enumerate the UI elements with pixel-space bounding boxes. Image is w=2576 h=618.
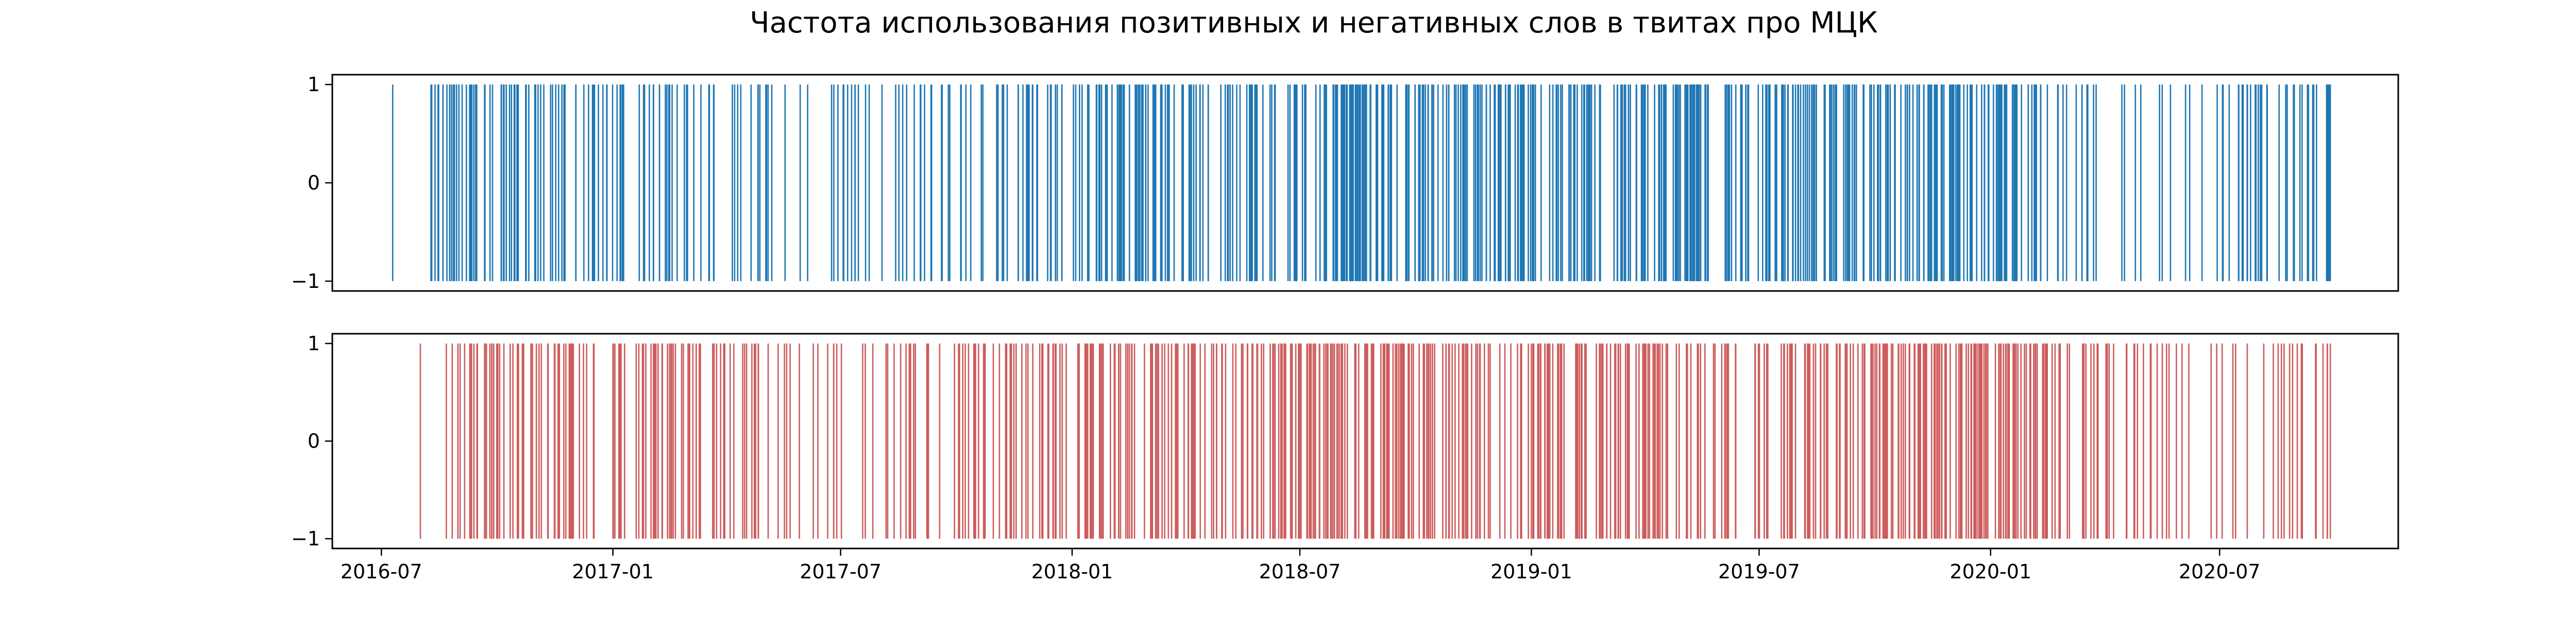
x-tick-label: 2019-01 [1490,560,1572,583]
negative-y-tick-label: 1 [308,332,320,355]
positive-y-tick-label: −1 [291,270,320,293]
x-axis: 2016-07 2017-01 2017-07 2018-01 2018-07 2019-… [341,548,2261,583]
x-tick-label: 2018-01 [1031,560,1113,583]
negative-y-tick-label: −1 [291,527,320,550]
x-tick-label: 2016-07 [341,560,422,583]
positive-panel: 1 0 −1 [291,73,2399,293]
x-tick-label: 2017-07 [800,560,882,583]
x-tick-label: 2020-01 [1950,560,2031,583]
x-tick-label: 2017-01 [572,560,654,583]
negative-panel: 1 0 −1 [291,332,2399,550]
negative-y-tick-label: 0 [308,430,320,453]
x-tick-label: 2019-07 [1718,560,1800,583]
chart-title: Частота использования позитивных и негат… [750,6,1878,40]
x-tick-label: 2018-07 [1259,560,1341,583]
positive-y-tick-label: 0 [308,171,320,194]
x-tick-label: 2020-07 [2179,560,2261,583]
positive-y-tick-label: 1 [308,73,320,96]
